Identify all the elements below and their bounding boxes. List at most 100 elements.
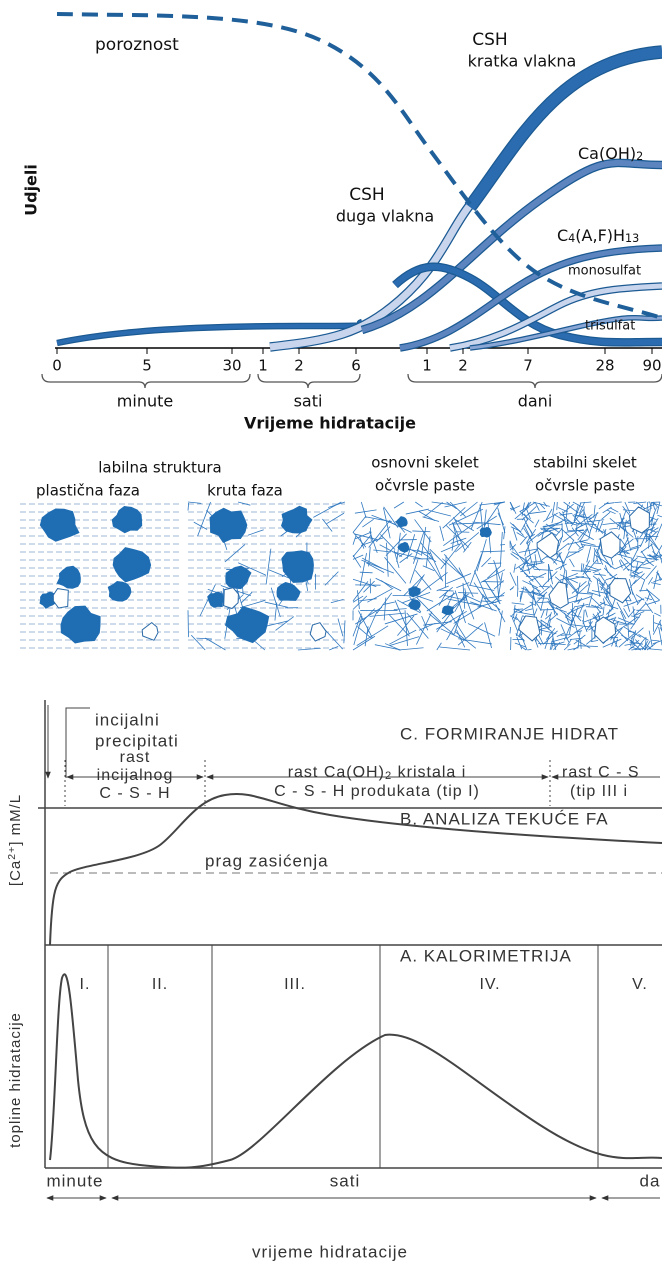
fiber bbox=[440, 628, 467, 642]
fiber bbox=[352, 613, 362, 637]
fiber bbox=[397, 599, 421, 614]
fiber bbox=[650, 543, 657, 559]
fiber bbox=[357, 626, 372, 639]
concentration-curve bbox=[49, 793, 662, 946]
fiber bbox=[352, 555, 362, 568]
fiber bbox=[495, 567, 500, 601]
fiber bbox=[562, 531, 577, 543]
fiber bbox=[575, 576, 591, 579]
fiber bbox=[514, 642, 527, 648]
fiber bbox=[542, 571, 558, 587]
fiber bbox=[534, 501, 540, 511]
fiber bbox=[429, 548, 447, 566]
fiber bbox=[526, 550, 537, 558]
fiber bbox=[633, 573, 645, 585]
fiber bbox=[646, 588, 657, 605]
fiber bbox=[383, 597, 387, 621]
fiber bbox=[415, 501, 423, 508]
fiber bbox=[509, 522, 521, 532]
crystal bbox=[141, 621, 159, 641]
porosity-curve bbox=[56, 12, 662, 320]
fiber bbox=[521, 506, 537, 521]
fiber bbox=[497, 572, 503, 598]
fiber bbox=[354, 509, 377, 514]
label: sati bbox=[330, 1171, 360, 1190]
fiber bbox=[587, 578, 590, 586]
fiber bbox=[631, 598, 645, 604]
fiber bbox=[440, 542, 462, 570]
fiber bbox=[442, 507, 466, 529]
label: Ca(OH)2 bbox=[578, 144, 643, 163]
fiber bbox=[552, 501, 556, 516]
fiber bbox=[567, 539, 575, 551]
fiber bbox=[509, 572, 517, 586]
fiber bbox=[447, 598, 484, 607]
label: incijalni bbox=[95, 710, 160, 729]
group-label: minute bbox=[117, 392, 173, 411]
fiber bbox=[572, 617, 580, 637]
fiber bbox=[297, 647, 321, 651]
fiber bbox=[612, 616, 617, 624]
fiber bbox=[647, 554, 659, 558]
fiber bbox=[358, 608, 376, 626]
fiber bbox=[197, 501, 211, 537]
fiber bbox=[523, 513, 529, 521]
fiber bbox=[467, 623, 496, 637]
fiber bbox=[640, 550, 650, 564]
fiber bbox=[653, 612, 661, 617]
label: monosulfat bbox=[568, 264, 641, 279]
fiber bbox=[423, 621, 452, 626]
fiber bbox=[538, 585, 551, 588]
fiber bbox=[374, 644, 402, 651]
fiber bbox=[526, 542, 533, 563]
fiber bbox=[366, 611, 378, 636]
label: kratka vlakna bbox=[468, 52, 577, 71]
fiber bbox=[354, 606, 383, 625]
fiber bbox=[436, 613, 451, 633]
fiber bbox=[187, 502, 190, 511]
fiber bbox=[646, 588, 661, 601]
fiber bbox=[398, 647, 424, 651]
fiber bbox=[526, 531, 542, 545]
fiber bbox=[585, 609, 588, 618]
fiber bbox=[484, 622, 492, 649]
fiber bbox=[552, 641, 565, 647]
fiber bbox=[382, 601, 395, 606]
fiber bbox=[605, 577, 613, 581]
fiber bbox=[514, 611, 535, 616]
label: CSH bbox=[472, 30, 507, 50]
fiber bbox=[421, 615, 429, 631]
fiber bbox=[580, 639, 582, 649]
fiber bbox=[521, 519, 528, 531]
grain bbox=[408, 586, 421, 598]
label: B. ANALIZA TEKUĆE FA bbox=[400, 809, 609, 828]
band bbox=[361, 159, 662, 333]
fiber bbox=[525, 508, 531, 520]
fiber bbox=[619, 546, 640, 554]
fiber bbox=[424, 501, 443, 517]
fiber bbox=[436, 642, 442, 651]
fiber bbox=[650, 513, 655, 527]
fiber bbox=[537, 601, 550, 604]
fiber bbox=[586, 546, 592, 563]
fiber bbox=[648, 534, 660, 551]
label: duga vlakna bbox=[336, 207, 434, 226]
grain bbox=[276, 582, 301, 601]
fiber bbox=[352, 535, 357, 545]
fiber bbox=[653, 622, 662, 626]
fiber bbox=[632, 559, 644, 564]
fiber bbox=[609, 507, 619, 513]
fiber bbox=[564, 521, 578, 525]
fiber bbox=[574, 596, 591, 603]
fiber bbox=[583, 518, 590, 534]
tick-label: 6 bbox=[351, 357, 361, 375]
fiber bbox=[574, 541, 581, 549]
fiber bbox=[357, 590, 360, 610]
fiber bbox=[587, 582, 591, 594]
fiber bbox=[594, 554, 611, 566]
fiber bbox=[621, 634, 634, 643]
fiber bbox=[563, 501, 579, 514]
fiber bbox=[644, 597, 653, 601]
fiber bbox=[440, 543, 460, 553]
tick-label: 7 bbox=[523, 357, 533, 375]
